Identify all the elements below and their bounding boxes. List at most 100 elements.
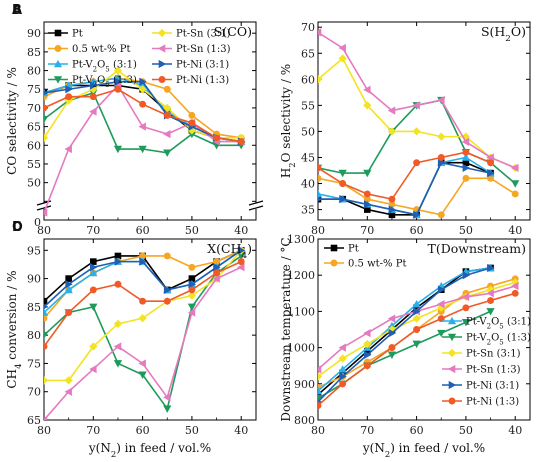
- data-point: [318, 174, 322, 182]
- data-point: [65, 93, 73, 101]
- data-point: [90, 81, 98, 90]
- data-point: [339, 195, 347, 204]
- panel-b: 80 70 60 50 40 35 40 45 50 55 60 65 70 B S(H2O) H2O sel…: [12, 3, 531, 237]
- data-point: [462, 159, 470, 166]
- data-point: [89, 303, 98, 311]
- data-point: [387, 351, 397, 359]
- x-tick-label: 70: [360, 224, 374, 237]
- y-tick-label: 1000: [287, 342, 315, 355]
- data-point: [187, 308, 196, 317]
- data-point: [139, 252, 147, 260]
- legend-label: Pt: [72, 29, 83, 40]
- legend-item: Pt-Sn (3:1): [152, 29, 231, 40]
- data-point: [163, 149, 172, 157]
- x-tick-label: 60: [136, 224, 150, 237]
- data-point: [44, 133, 49, 142]
- y-tick-label: 50: [301, 125, 315, 138]
- y-axis-label: CO selectivity / %: [5, 67, 19, 175]
- x-tick-label: 40: [508, 424, 522, 437]
- legend-marker: [447, 348, 457, 358]
- data-point: [388, 211, 396, 219]
- legend-item: Pt-V2O5 (1:3): [442, 333, 531, 347]
- x-tick-label: 50: [459, 424, 473, 437]
- series-layer: [318, 263, 520, 409]
- series-line: [318, 57, 516, 169]
- legend-marker: [330, 259, 338, 267]
- data-point: [163, 103, 172, 113]
- data-point: [338, 354, 347, 363]
- legend-label: Pt-V2O5 (1:3): [466, 333, 531, 347]
- data-point: [139, 297, 147, 305]
- data-point: [139, 100, 147, 108]
- data-point: [114, 280, 122, 288]
- data-point: [44, 208, 48, 217]
- data-point: [188, 280, 197, 289]
- data-point: [338, 169, 347, 178]
- data-point: [511, 289, 519, 297]
- data-point: [363, 101, 372, 110]
- x-axis-label: y(N2) in feed / vol.%: [362, 441, 485, 459]
- data-point: [237, 252, 246, 261]
- data-point: [64, 376, 73, 385]
- data-point: [318, 365, 322, 374]
- x-tick-label: 50: [185, 424, 199, 437]
- panel-letter: C: [12, 220, 22, 235]
- data-point: [237, 263, 245, 272]
- data-point: [113, 360, 123, 368]
- data-point: [437, 132, 446, 141]
- y-tick-label: 1200: [287, 269, 315, 282]
- legend-item: 0.5 wt-% Pt: [48, 44, 130, 55]
- legend-item: 0.5 wt-% Pt: [324, 259, 406, 270]
- data-point: [487, 297, 495, 305]
- y-tick-label: 65: [27, 414, 41, 427]
- data-point: [44, 376, 49, 385]
- legend-label: Pt-Sn (3:1): [176, 29, 231, 40]
- legend-item: Pt-V2O5 (3:1): [48, 60, 137, 74]
- x-tick-label: 70: [86, 424, 100, 437]
- panel-title: X(CH4): [207, 241, 252, 261]
- data-point: [318, 372, 323, 381]
- data-point: [363, 328, 371, 338]
- legend-label: Pt-Ni (1:3): [466, 397, 519, 408]
- data-point: [187, 291, 197, 300]
- legend-label: Pt-Ni (3:1): [176, 60, 229, 71]
- data-point: [412, 127, 421, 136]
- data-point: [188, 111, 196, 119]
- legend-a: Pt 0.5 wt-% Pt Pt-V2O5 (3:1)Pt-V2O5 (1:3) P…: [48, 29, 231, 89]
- data-point: [163, 85, 171, 93]
- data-point: [188, 263, 196, 271]
- data-point: [114, 252, 122, 260]
- legend-item: Pt-V2O5 (3:1): [442, 317, 531, 331]
- data-point: [487, 159, 495, 167]
- data-point: [461, 318, 471, 327]
- data-point: [437, 329, 446, 338]
- panel-letter: D: [12, 220, 23, 235]
- data-point: [64, 144, 72, 154]
- data-point: [462, 174, 470, 182]
- data-point: [318, 189, 323, 198]
- legend-item: Pt-Ni (1:3): [442, 397, 519, 408]
- legend-item: Pt-Sn (1:3): [152, 44, 231, 55]
- data-point: [65, 309, 73, 316]
- data-point: [64, 285, 73, 294]
- y-tick-label: 40: [301, 178, 315, 191]
- data-point: [163, 129, 171, 139]
- data-point: [339, 380, 347, 388]
- panel-title: S(CO): [214, 24, 252, 39]
- series-line: [318, 151, 491, 201]
- y-tick-label: 55: [301, 99, 315, 112]
- y-tick-label: 70: [301, 21, 315, 34]
- data-point: [318, 391, 322, 398]
- data-point: [388, 344, 396, 352]
- y-tick-label: 900: [294, 378, 315, 391]
- data-point: [462, 163, 471, 173]
- y-tick-label: 60: [27, 139, 41, 152]
- data-point: [44, 90, 49, 96]
- legend-label: 0.5 wt-% Pt: [348, 259, 406, 270]
- legend-item: Pt-Ni (1:3): [152, 75, 229, 86]
- data-point: [44, 304, 49, 310]
- data-point: [511, 281, 519, 291]
- data-point: [387, 106, 396, 115]
- panel-a: 80 70 60 50 40 50 55 60 65 70 75 80 85 90 0 A S(CO) CO se…: [5, 3, 264, 237]
- y-tick-label: 800: [294, 414, 315, 427]
